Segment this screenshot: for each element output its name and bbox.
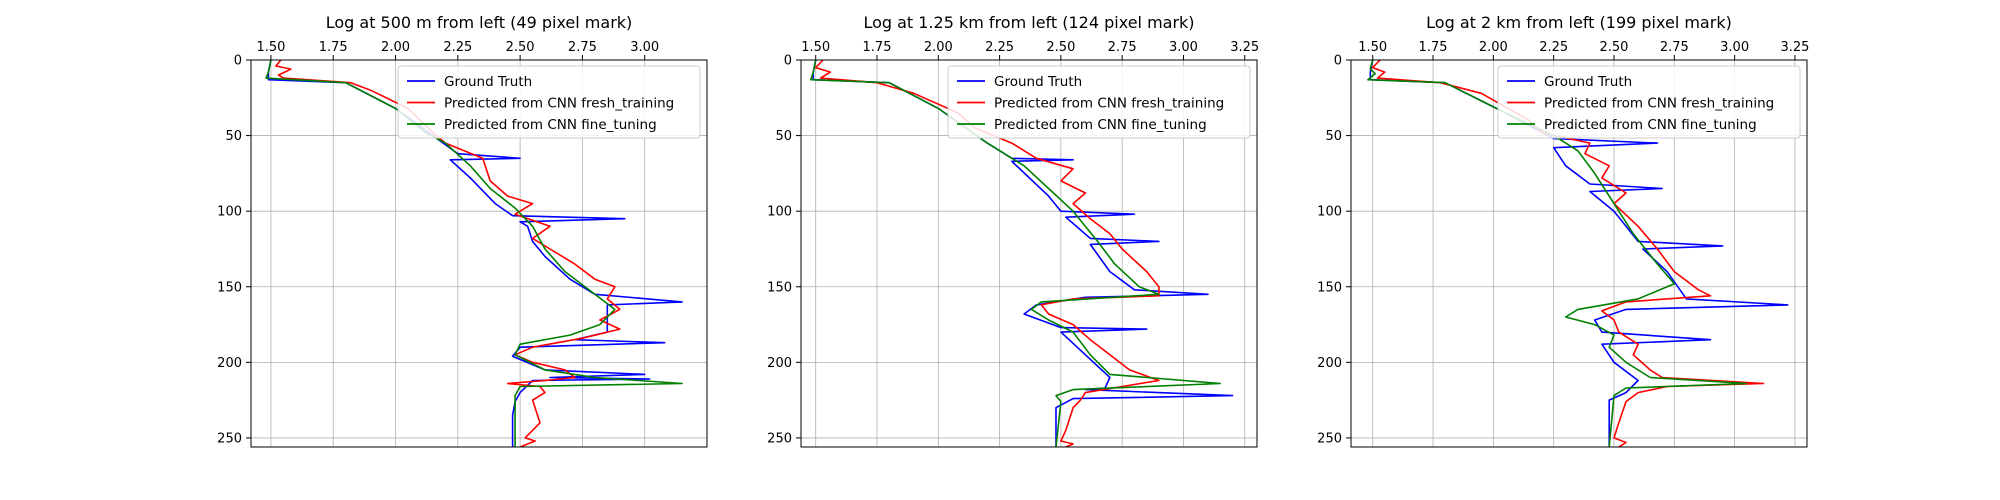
legend-box: [397, 65, 701, 139]
x-tick-label: 2.75: [568, 40, 597, 55]
legend-box: [1497, 65, 1801, 139]
y-tick-label: 100: [217, 205, 242, 220]
y-tick-label: 150: [217, 280, 242, 295]
y-tick-label: 200: [767, 356, 792, 371]
y-tick-label: 250: [217, 431, 242, 446]
legend-label: Predicted from CNN fine_tuning: [444, 117, 657, 133]
series-line-3: [265, 60, 683, 447]
legend-label: Predicted from CNN fresh_training: [1544, 96, 1774, 112]
series-line-3: [810, 60, 1221, 447]
chart-panel-3: 1.50 1.75 2.00 2.25 2.50 2.75 3.00 3.25 0 50 100 15…: [1317, 13, 1809, 448]
y-tick-label: 200: [217, 356, 242, 371]
legend-label: Ground Truth: [444, 74, 532, 90]
axes-frame: [250, 59, 708, 448]
chart-panel-2: 1.50 1.75 2.00 2.25 2.50 2.75 3.00 3.25 0 50 100 15…: [767, 13, 1259, 448]
x-tick-label: 2.25: [443, 40, 472, 55]
y-tick-label: 250: [1317, 431, 1342, 446]
y-tick-label: 50: [1325, 129, 1342, 144]
x-tick-label: 1.75: [319, 40, 348, 55]
x-tick-label: 2.25: [1539, 40, 1568, 55]
x-tick-label: 2.00: [381, 40, 410, 55]
axes-frame: [800, 59, 1258, 448]
legend-label: Predicted from CNN fresh_training: [994, 96, 1224, 112]
chart-panel-1: 1.50 1.75 2.00 2.25 2.50 2.75 3.00 0 50 100 150 200…: [217, 13, 708, 448]
x-tick-label: 3.25: [1230, 40, 1259, 55]
y-tick-label: 250: [767, 431, 792, 446]
legend-label: Predicted from CNN fine_tuning: [994, 117, 1207, 133]
legend-box: [947, 65, 1251, 139]
y-tick-label: 150: [1317, 280, 1342, 295]
legend-label: Ground Truth: [1544, 74, 1632, 90]
chart-title: Log at 2 km from left (199 pixel mark): [1426, 13, 1732, 32]
y-tick-label: 100: [767, 205, 792, 220]
x-tick-label: 2.50: [1600, 40, 1629, 55]
legend-label: Ground Truth: [994, 74, 1082, 90]
y-tick-label: 100: [1317, 205, 1342, 220]
chart-title: Log at 500 m from left (49 pixel mark): [326, 13, 633, 32]
legend: Ground Truth Predicted from CNN fresh_tra…: [1497, 65, 1801, 139]
chart-title: Log at 1.25 km from left (124 pixel mark…: [863, 13, 1194, 32]
x-tick-label: 3.00: [1720, 40, 1749, 55]
y-tick-label: 50: [775, 129, 792, 144]
x-tick-label: 3.00: [1169, 40, 1198, 55]
legend: Ground Truth Predicted from CNN fresh_tra…: [397, 65, 701, 139]
legend: Ground Truth Predicted from CNN fresh_tra…: [947, 65, 1251, 139]
y-tick-label: 200: [1317, 356, 1342, 371]
x-tick-label: 3.00: [630, 40, 659, 55]
x-tick-label: 2.50: [506, 40, 535, 55]
x-tick-label: 2.00: [1479, 40, 1508, 55]
legend-label: Predicted from CNN fresh_training: [444, 96, 674, 112]
series-line-2: [275, 60, 621, 447]
x-tick-label: 1.75: [863, 40, 892, 55]
y-tick-label: 50: [225, 129, 242, 144]
x-tick-label: 1.75: [1419, 40, 1448, 55]
y-tick-label: 0: [1334, 54, 1342, 69]
y-tick-label: 0: [234, 54, 242, 69]
y-tick-label: 0: [784, 54, 792, 69]
x-tick-label: 2.25: [985, 40, 1014, 55]
x-tick-label: 1.50: [801, 40, 830, 55]
x-tick-label: 1.50: [256, 40, 285, 55]
x-tick-label: 3.25: [1780, 40, 1809, 55]
x-tick-label: 2.50: [1046, 40, 1075, 55]
legend-label: Predicted from CNN fine_tuning: [1544, 117, 1757, 133]
y-tick-label: 150: [767, 280, 792, 295]
x-tick-label: 1.50: [1358, 40, 1387, 55]
x-tick-label: 2.75: [1660, 40, 1689, 55]
axes-frame: [1350, 59, 1808, 448]
x-tick-label: 2.75: [1108, 40, 1137, 55]
series-line-3: [1367, 60, 1748, 447]
x-tick-label: 2.00: [924, 40, 953, 55]
